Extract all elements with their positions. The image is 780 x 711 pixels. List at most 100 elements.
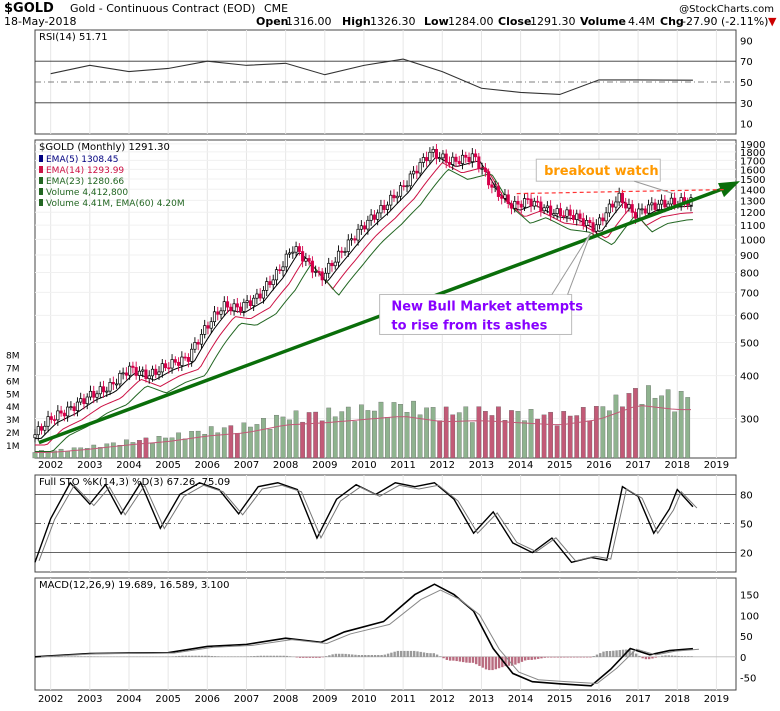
candle-body bbox=[109, 382, 111, 391]
price-x-tick-label: 2006 bbox=[195, 460, 220, 471]
macd-x-tick-label: 2013 bbox=[469, 694, 494, 705]
open-value: 1316.00 bbox=[286, 15, 332, 28]
candle-body bbox=[266, 282, 268, 291]
macd-histogram-bar bbox=[175, 656, 177, 657]
price-legend-entry: EMA(23) 1280.66 bbox=[46, 177, 124, 187]
candle-body bbox=[500, 197, 502, 199]
candle-body bbox=[259, 294, 261, 298]
macd-histogram-bar bbox=[289, 656, 291, 657]
volume-bar bbox=[255, 424, 259, 458]
macd-histogram-bar bbox=[514, 657, 516, 665]
volume-bar bbox=[346, 407, 350, 458]
candle-body bbox=[73, 407, 75, 411]
macd-histogram-bar bbox=[429, 653, 431, 657]
volume-bar bbox=[418, 415, 422, 458]
candle-body bbox=[168, 368, 170, 369]
candle-body bbox=[194, 342, 196, 349]
macd-histogram-bar bbox=[393, 652, 395, 657]
macd-x-tick-label: 2016 bbox=[586, 694, 611, 705]
volume-bar bbox=[411, 401, 415, 458]
candle-body bbox=[425, 157, 427, 160]
macd-histogram-bar bbox=[677, 656, 679, 657]
macd-histogram-bar bbox=[305, 657, 307, 658]
macd-x-tick-label: 2014 bbox=[508, 694, 533, 705]
macd-histogram-bar bbox=[655, 657, 657, 658]
macd-histogram-bar bbox=[220, 656, 222, 657]
legend-swatch bbox=[39, 155, 43, 162]
candle-body bbox=[370, 215, 372, 220]
macd-histogram-bar bbox=[544, 657, 546, 658]
macd-histogram-bar bbox=[664, 655, 666, 657]
volume-bar bbox=[392, 402, 396, 458]
volume-bar bbox=[78, 448, 82, 458]
price-x-tick-label: 2010 bbox=[351, 460, 376, 471]
candle-body bbox=[262, 290, 264, 298]
macd-histogram-bar bbox=[309, 657, 311, 658]
volume-bar bbox=[542, 415, 546, 458]
candle-body bbox=[452, 157, 454, 164]
contract-description: Gold - Continuous Contract (EOD) bbox=[70, 2, 255, 15]
legend-swatch bbox=[39, 188, 43, 195]
macd-histogram-bar bbox=[641, 657, 643, 658]
price-y-tick-label: 500 bbox=[740, 338, 759, 349]
price-y-tick-label: 1300 bbox=[740, 196, 765, 207]
macd-histogram-bar bbox=[436, 655, 438, 657]
macd-histogram-bar bbox=[296, 657, 298, 658]
candle-body bbox=[252, 298, 254, 305]
price-y-tick-label: 300 bbox=[740, 414, 759, 425]
candle-body bbox=[399, 186, 401, 197]
candle-body bbox=[624, 203, 626, 208]
candle-body bbox=[151, 369, 153, 376]
candle-body bbox=[102, 387, 104, 392]
candle-body bbox=[314, 271, 316, 272]
candle-body bbox=[145, 370, 147, 379]
macd-histogram-bar bbox=[589, 657, 591, 658]
candle-body bbox=[318, 271, 320, 272]
candle-body bbox=[504, 195, 506, 199]
candle-body bbox=[540, 202, 542, 211]
macd-histogram-bar bbox=[93, 657, 95, 658]
candle-body bbox=[553, 214, 555, 215]
candle-body bbox=[576, 214, 578, 220]
candle-body bbox=[204, 326, 206, 335]
volume-bar bbox=[686, 397, 690, 458]
volume-bar bbox=[340, 412, 344, 458]
candle-body bbox=[536, 201, 538, 202]
macd-histogram-bar bbox=[534, 657, 536, 660]
macd-histogram-bar bbox=[207, 656, 209, 657]
candle-body bbox=[621, 193, 623, 203]
volume-bar bbox=[183, 439, 187, 458]
macd-histogram-bar bbox=[661, 656, 663, 657]
candle-body bbox=[269, 282, 271, 285]
macd-histogram-bar bbox=[606, 651, 608, 657]
candle-body bbox=[507, 195, 509, 204]
macd-legend: MACD(12,26,9) 19.689, 16.589, 3.100 bbox=[39, 580, 229, 591]
macd-histogram-bar bbox=[377, 655, 379, 657]
price-x-tick-label: 2008 bbox=[273, 460, 298, 471]
volume-bar bbox=[555, 426, 559, 458]
volume-bar bbox=[672, 412, 676, 458]
candle-body bbox=[226, 302, 228, 307]
macd-histogram-bar bbox=[609, 651, 611, 657]
candle-body bbox=[298, 247, 300, 252]
candle-body bbox=[99, 387, 101, 394]
candle-body bbox=[618, 193, 620, 202]
macd-histogram-bar bbox=[286, 656, 288, 657]
sto-y-tick-label: 20 bbox=[740, 549, 753, 560]
candle-body bbox=[360, 226, 362, 229]
macd-histogram-bar bbox=[201, 656, 203, 657]
candle-body bbox=[455, 157, 457, 161]
volume-bar bbox=[614, 395, 618, 458]
macd-x-tick-label: 2010 bbox=[351, 694, 376, 705]
price-x-tick-label: 2003 bbox=[77, 460, 102, 471]
candle-body bbox=[373, 215, 375, 219]
macd-histogram-bar bbox=[331, 654, 333, 657]
volume-bar bbox=[300, 422, 304, 458]
candle-body bbox=[321, 272, 323, 280]
macd-histogram-bar bbox=[214, 656, 216, 657]
candle-body bbox=[442, 154, 444, 158]
macd-x-tick-label: 2009 bbox=[312, 694, 337, 705]
macd-histogram-bar bbox=[250, 656, 252, 657]
macd-histogram-bar bbox=[253, 656, 255, 657]
macd-histogram-bar bbox=[459, 657, 461, 662]
